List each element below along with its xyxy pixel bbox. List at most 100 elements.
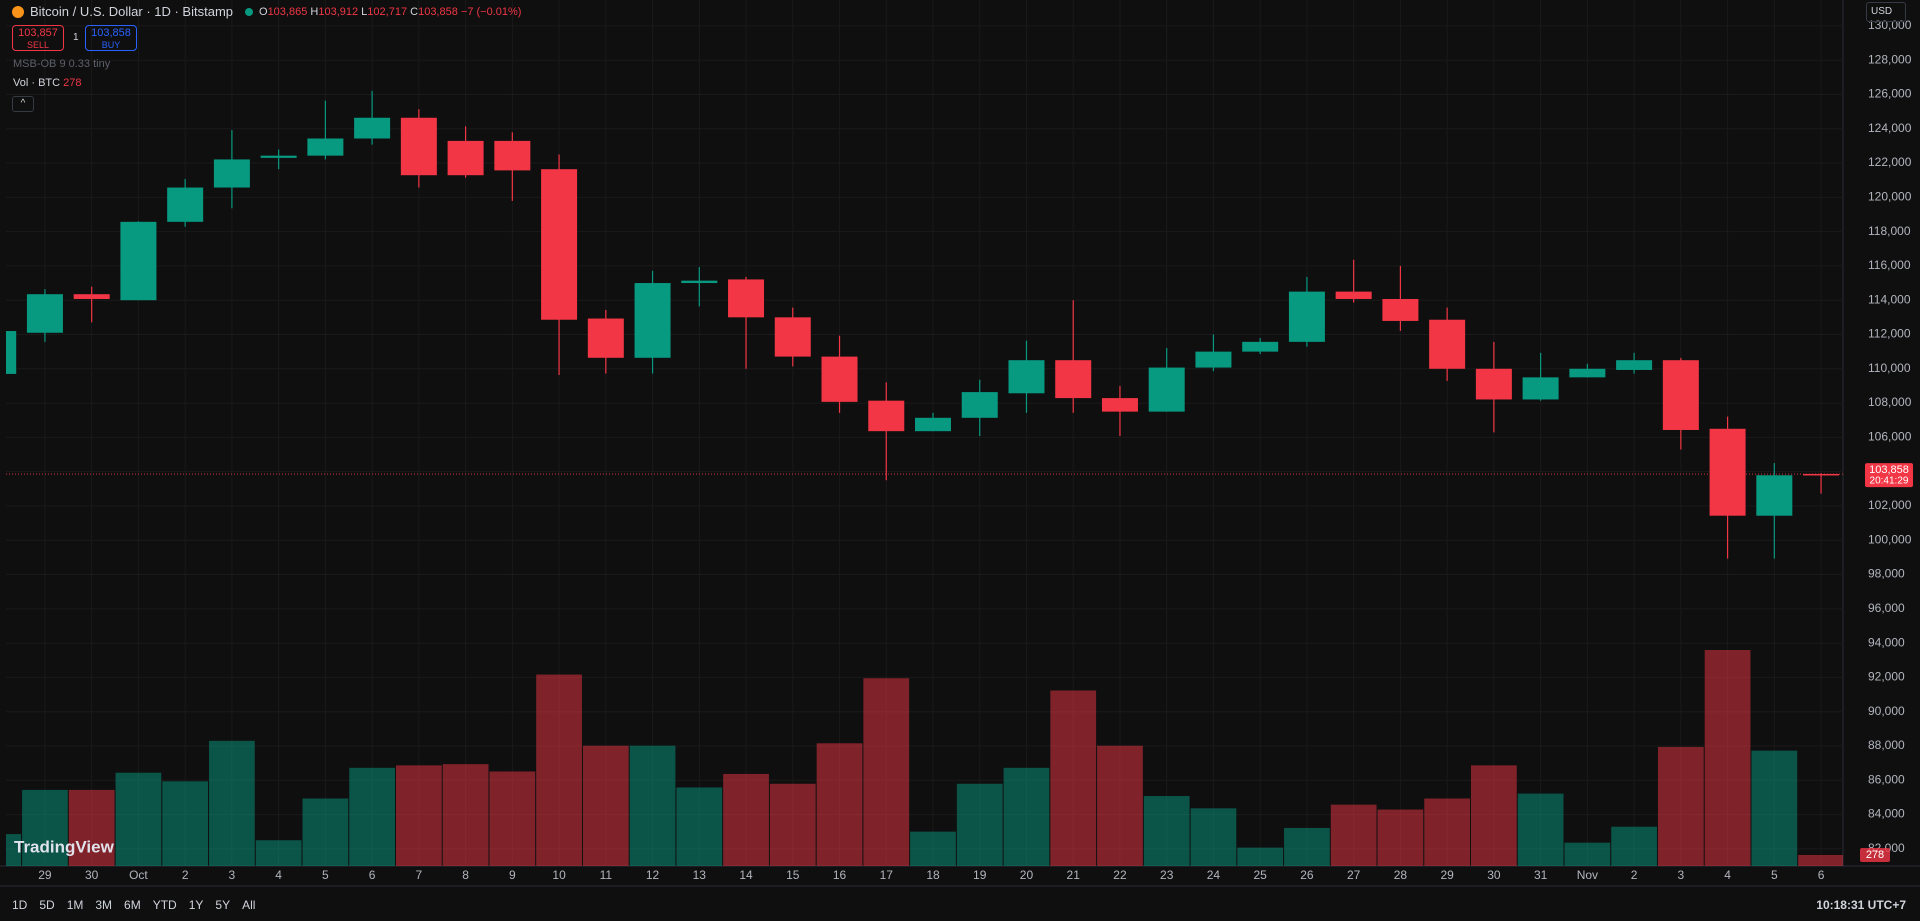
candle-body: [868, 400, 905, 432]
volume-tag: [1860, 847, 1890, 862]
x-tick-label: 30: [1487, 868, 1501, 882]
range-button[interactable]: 5Y: [215, 897, 231, 912]
range-button[interactable]: 1Y: [188, 897, 204, 912]
x-tick-label: 14: [739, 868, 753, 882]
volume-bar: [1097, 745, 1143, 866]
x-tick-label: 29: [1440, 868, 1454, 882]
x-tick-label: 29: [38, 868, 52, 882]
volume-bar: [1424, 798, 1471, 866]
range-button[interactable]: 1M: [66, 897, 84, 912]
x-tick-label: 22: [1113, 868, 1127, 882]
candle-body: [541, 169, 578, 320]
h-value: 103,912: [318, 5, 359, 18]
sell-price: 103,857: [18, 27, 58, 39]
candle-body: [1288, 291, 1325, 342]
candle-body: [1662, 360, 1699, 430]
y-tick-label: 96,000: [1868, 601, 1905, 615]
sell-button[interactable]: 103,857 SELL: [12, 25, 64, 51]
sell-label: SELL: [26, 40, 50, 50]
candle-body: [260, 155, 297, 158]
volume-bar: [723, 773, 769, 866]
volume-bar: [1564, 842, 1611, 866]
candle-body: [1616, 360, 1653, 370]
candle-body: [494, 140, 531, 171]
legend: Bitcoin / U.S. Dollar · 1D · Bitstamp O1…: [12, 4, 521, 19]
x-tick-label: 11: [600, 868, 613, 882]
x-tick-label: 13: [693, 868, 707, 882]
x-tick-label: 5: [322, 868, 329, 882]
volume-bar: [1704, 650, 1751, 866]
x-tick-label: 8: [462, 868, 469, 882]
volume-bar: [582, 745, 629, 866]
candle-body: [447, 140, 484, 176]
volume-bar: [1003, 767, 1050, 866]
axes: 82,00084,00086,00088,00090,00092,00094,0…: [6, 18, 1913, 882]
candle-body: [6, 331, 17, 374]
candle-body: [728, 279, 765, 318]
range-button[interactable]: 5D: [39, 897, 55, 912]
y-tick-label: 108,000: [1868, 395, 1912, 409]
candle-body: [821, 356, 858, 402]
candle-body: [634, 283, 671, 358]
candle-body: [774, 317, 811, 357]
candles: [6, 90, 1840, 559]
countdown: 20:41:29: [1870, 476, 1909, 487]
volume-bar: [22, 789, 68, 866]
y-tick-label: 114,000: [1868, 292, 1911, 306]
symbol: Bitcoin / U.S. Dollar · 1D · Bitstamp: [30, 4, 233, 19]
volume-bar: [769, 783, 816, 866]
y-tick-label: 90,000: [1868, 704, 1905, 718]
volume-bar: [1050, 690, 1097, 866]
y-tick-label: 106,000: [1868, 430, 1912, 444]
y-tick-label: 112,000: [1868, 327, 1911, 341]
range-button[interactable]: YTD: [152, 897, 177, 912]
volume-bar: [1284, 827, 1330, 866]
currency-button[interactable]: USD: [1866, 2, 1906, 22]
x-tick-label: 24: [1207, 868, 1221, 882]
x-tick-label: 23: [1160, 868, 1174, 882]
volume-bar: [255, 840, 302, 866]
volume-bar: [442, 764, 489, 866]
x-tick-label: 12: [646, 868, 660, 882]
range-button[interactable]: All: [242, 897, 256, 912]
x-tick-label: 4: [275, 868, 282, 882]
y-tick-label: 92,000: [1868, 670, 1905, 684]
volume-bar: [1143, 796, 1190, 866]
grid: [6, 0, 1843, 866]
x-tick-label: Oct: [129, 868, 148, 882]
x-tick-label: 17: [880, 868, 894, 882]
h-label: H: [310, 5, 319, 18]
x-tick-label: 15: [786, 868, 800, 882]
c-label: C: [410, 5, 419, 18]
range-button[interactable]: 6M: [124, 897, 141, 912]
range-button[interactable]: 1D: [12, 897, 28, 912]
x-tick-label: 3: [1677, 868, 1684, 882]
x-tick-label: 26: [1300, 868, 1314, 882]
buy-button[interactable]: 103,858 BUY: [85, 25, 137, 51]
volume-bar: [1657, 746, 1704, 866]
candle-body: [961, 392, 998, 418]
y-tick-label: 100,000: [1868, 532, 1912, 546]
candle-body: [1475, 368, 1512, 400]
volume-bar: [1237, 847, 1284, 866]
l-label: L: [361, 5, 368, 18]
candle-body: [1522, 377, 1559, 400]
collapse-button[interactable]: ^: [12, 96, 34, 112]
volume-bar: [209, 740, 255, 866]
buy-price: 103,858: [91, 27, 131, 39]
y-tick-label: 84,000: [1868, 807, 1905, 821]
volume-bar: [302, 798, 349, 866]
volume-bar: [1517, 793, 1564, 866]
volume-bar: [1190, 808, 1237, 866]
indicator: MSB-OB 9 0.33 tiny: [13, 58, 111, 70]
volume-bar: [1611, 826, 1657, 866]
candle-body: [120, 221, 157, 301]
volume-bar: [349, 767, 395, 866]
range-button[interactable]: 3M: [95, 897, 113, 912]
x-tick-label: 25: [1254, 868, 1268, 882]
market-status: [245, 7, 253, 16]
candle-body: [1756, 475, 1793, 516]
x-tick-label: 5: [1771, 868, 1778, 882]
